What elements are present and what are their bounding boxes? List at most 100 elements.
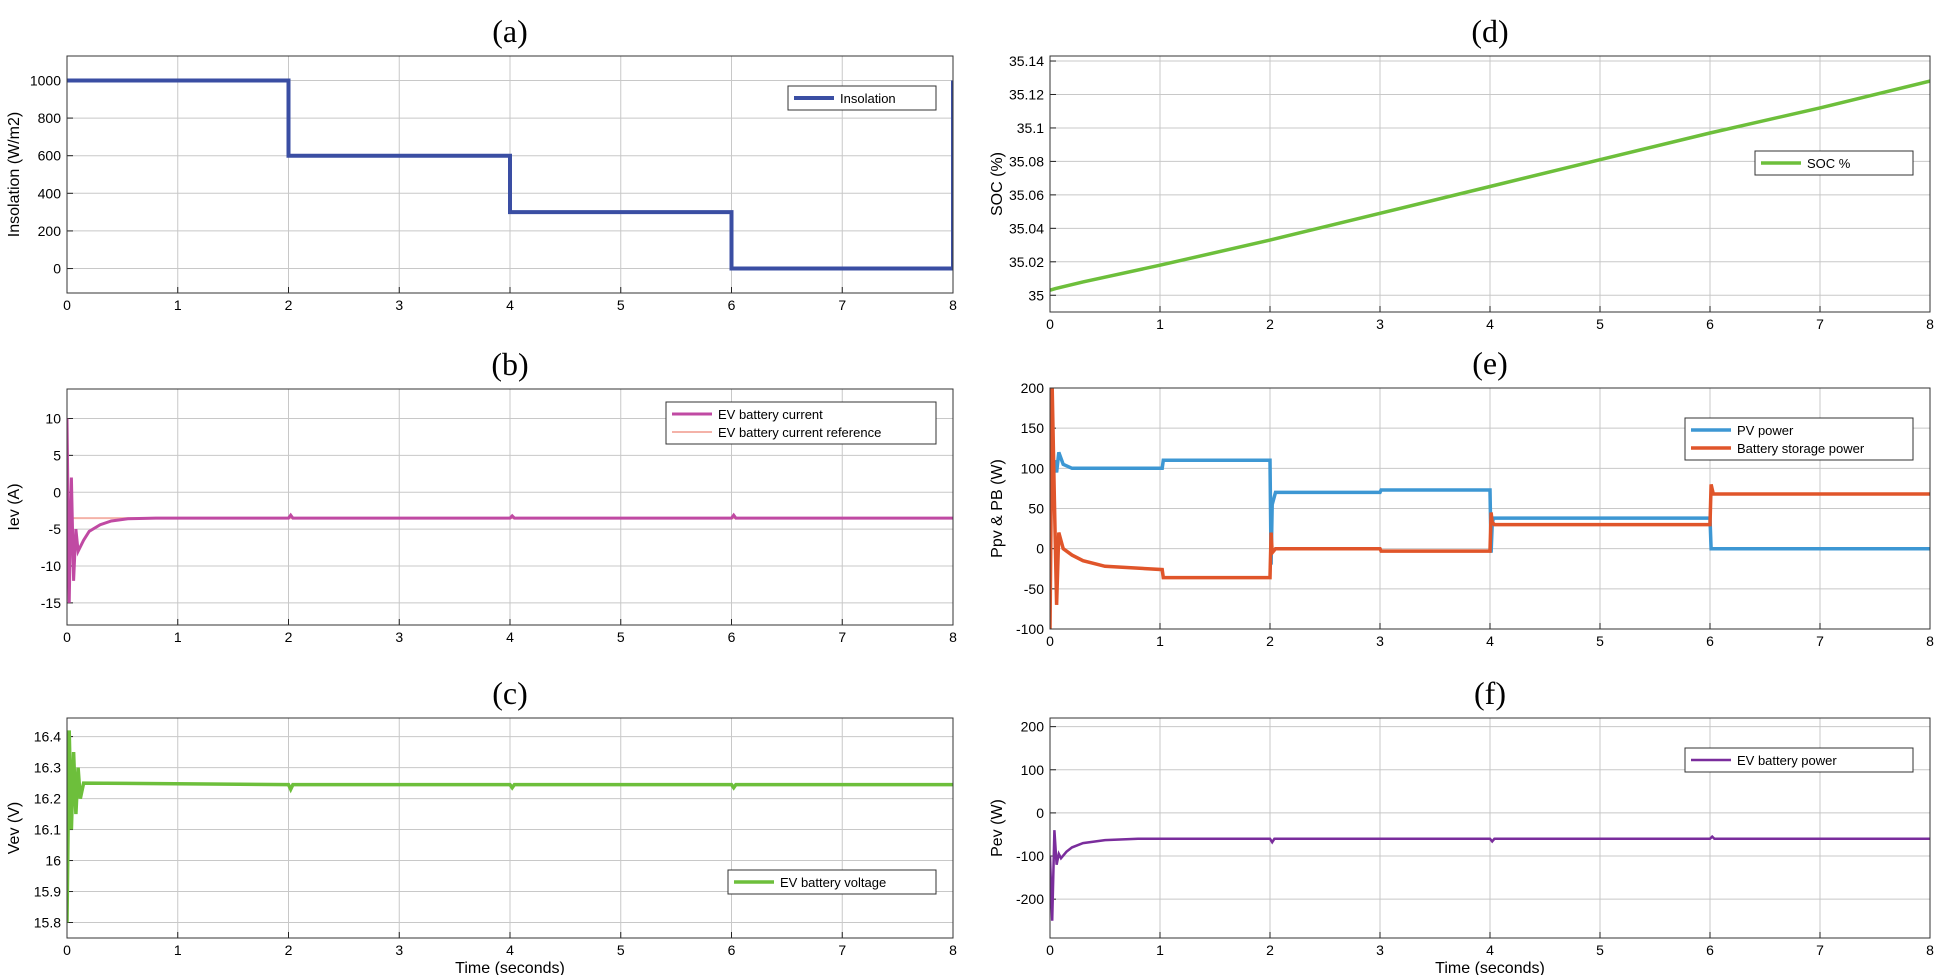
x-tick-label: 1 — [1156, 633, 1164, 649]
chart-a: (a) 0 1 2 3 4 5 6 7 8 0 200 400 600 800 1000 Insolation … — [6, 13, 957, 313]
x-tick-label: 2 — [285, 942, 293, 958]
y-tick-label: 35.04 — [1009, 220, 1044, 236]
legend-label: PV power — [1737, 423, 1794, 438]
y-tick-label: -15 — [41, 595, 61, 611]
chart-c: (c) 0 1 2 3 4 5 6 7 8 15.8 15.9 16 16.1 16.2 16.3 16.4 Ve… — [6, 675, 957, 975]
x-tick-label: 4 — [506, 942, 514, 958]
y-tick-label: 35.08 — [1009, 153, 1044, 169]
y-tick-label: 200 — [1021, 380, 1045, 396]
panel-title: (c) — [492, 675, 528, 711]
legend-label: EV battery power — [1737, 753, 1837, 768]
x-tick-label: 8 — [949, 297, 957, 313]
x-tick-label: 8 — [1926, 316, 1934, 332]
y-tick-label: 800 — [38, 110, 62, 126]
x-tick-label: 3 — [395, 629, 403, 645]
x-tick-label: 3 — [1376, 316, 1384, 332]
y-tick-label: 200 — [38, 223, 62, 239]
y-axis-label: Iev (A) — [6, 483, 23, 530]
legend-box — [1684, 417, 1914, 461]
x-tick-label: 3 — [395, 942, 403, 958]
x-tick-label: 0 — [63, 942, 71, 958]
x-tick-label: 8 — [949, 942, 957, 958]
x-tick-label: 4 — [1486, 942, 1494, 958]
x-tick-label: 6 — [1706, 316, 1714, 332]
plot-frame — [1049, 55, 1931, 313]
legend-label: SOC % — [1807, 156, 1851, 171]
y-tick-label: 5 — [53, 447, 61, 463]
legend-label: EV battery current — [718, 407, 823, 422]
legend: Insolation — [787, 85, 937, 111]
y-axis-label: Pev (W) — [989, 799, 1006, 857]
y-axis-label: Ppv & PB (W) — [989, 459, 1006, 558]
chart-d: (d) 0 1 2 3 4 5 6 7 8 35 35.02 35.04 35.06 35.08 35.1 35… — [989, 13, 1934, 332]
series-line-soc- — [1050, 79, 1930, 292]
y-tick-label: -100 — [1016, 621, 1044, 637]
plot-frame — [1049, 387, 1931, 630]
x-tick-label: 2 — [1266, 316, 1274, 332]
y-tick-label: 200 — [1021, 719, 1045, 735]
x-tick-label: 0 — [1046, 942, 1054, 958]
y-tick-label: 100 — [1021, 460, 1045, 476]
legend-label: Battery storage power — [1737, 441, 1865, 456]
x-tick-label: 3 — [1376, 633, 1384, 649]
x-tick-label: 1 — [174, 942, 182, 958]
y-tick-label: 100 — [1021, 762, 1045, 778]
y-axis-label: Insolation (W/m2) — [6, 112, 23, 237]
y-tick-label: 15.9 — [34, 884, 61, 900]
series-line-ev-battery-voltage — [67, 730, 953, 923]
x-tick-label: 3 — [1376, 942, 1384, 958]
x-tick-label: 6 — [728, 942, 736, 958]
series-line-battery-storage-power — [1050, 388, 1930, 629]
x-tick-label: 5 — [617, 629, 625, 645]
plot-frame — [66, 388, 954, 626]
x-tick-label: 1 — [174, 297, 182, 313]
x-tick-label: 2 — [285, 297, 293, 313]
y-tick-label: 400 — [38, 185, 62, 201]
x-tick-label: 5 — [1596, 316, 1604, 332]
x-tick-label: 6 — [1706, 633, 1714, 649]
y-tick-label: 16.1 — [34, 822, 61, 838]
y-tick-label: 35.12 — [1009, 86, 1044, 102]
y-tick-label: 16.3 — [34, 760, 61, 776]
panel-title: (f) — [1474, 675, 1506, 711]
y-tick-label: 0 — [1036, 541, 1044, 557]
x-tick-label: 0 — [1046, 316, 1054, 332]
x-tick-label: 4 — [506, 629, 514, 645]
x-tick-label: 2 — [1266, 633, 1274, 649]
y-tick-label: 0 — [53, 261, 61, 277]
legend-label: EV battery voltage — [780, 875, 886, 890]
y-tick-label: 150 — [1021, 420, 1045, 436]
y-tick-label: -100 — [1016, 848, 1044, 864]
y-tick-label: 35.14 — [1009, 53, 1044, 69]
legend-label: EV battery current reference — [718, 425, 881, 440]
legend: EV battery voltage — [727, 869, 937, 895]
legend: EV battery power — [1684, 747, 1914, 773]
x-axis-label: Time (seconds) — [1435, 960, 1545, 975]
x-tick-label: 7 — [838, 629, 846, 645]
y-tick-label: 35.06 — [1009, 187, 1044, 203]
x-tick-label: 4 — [1486, 633, 1494, 649]
series-line-ev-battery-current — [67, 418, 953, 603]
y-axis-label: Vev (V) — [6, 802, 23, 854]
x-tick-label: 7 — [1816, 633, 1824, 649]
series-line-ev-battery-power — [1050, 830, 1930, 921]
x-tick-label: 4 — [1486, 316, 1494, 332]
x-tick-label: 2 — [285, 629, 293, 645]
x-tick-label: 7 — [1816, 316, 1824, 332]
chart-e: (e) 0 1 2 3 4 5 6 7 8 -100 -50 0 50 100 150 200 Ppv & PB … — [989, 345, 1934, 649]
y-tick-label: 35.02 — [1009, 254, 1044, 270]
x-tick-label: 0 — [63, 297, 71, 313]
chart-b: (b) 0 1 2 3 4 5 6 7 8 -15 -10 -5 0 5 10 Iev (A) EV batter… — [6, 346, 957, 645]
y-tick-label: -5 — [49, 521, 62, 537]
y-tick-label: -200 — [1016, 891, 1044, 907]
plot-frame — [66, 717, 954, 939]
plot-frame — [1049, 717, 1931, 939]
legend: PV power Battery storage power — [1684, 417, 1914, 461]
y-tick-label: 10 — [45, 411, 61, 427]
y-tick-label: -50 — [1024, 581, 1044, 597]
x-tick-label: 1 — [174, 629, 182, 645]
series-line-insolation — [67, 78, 953, 271]
y-tick-label: 16 — [45, 853, 61, 869]
y-tick-label: 16.2 — [34, 791, 61, 807]
